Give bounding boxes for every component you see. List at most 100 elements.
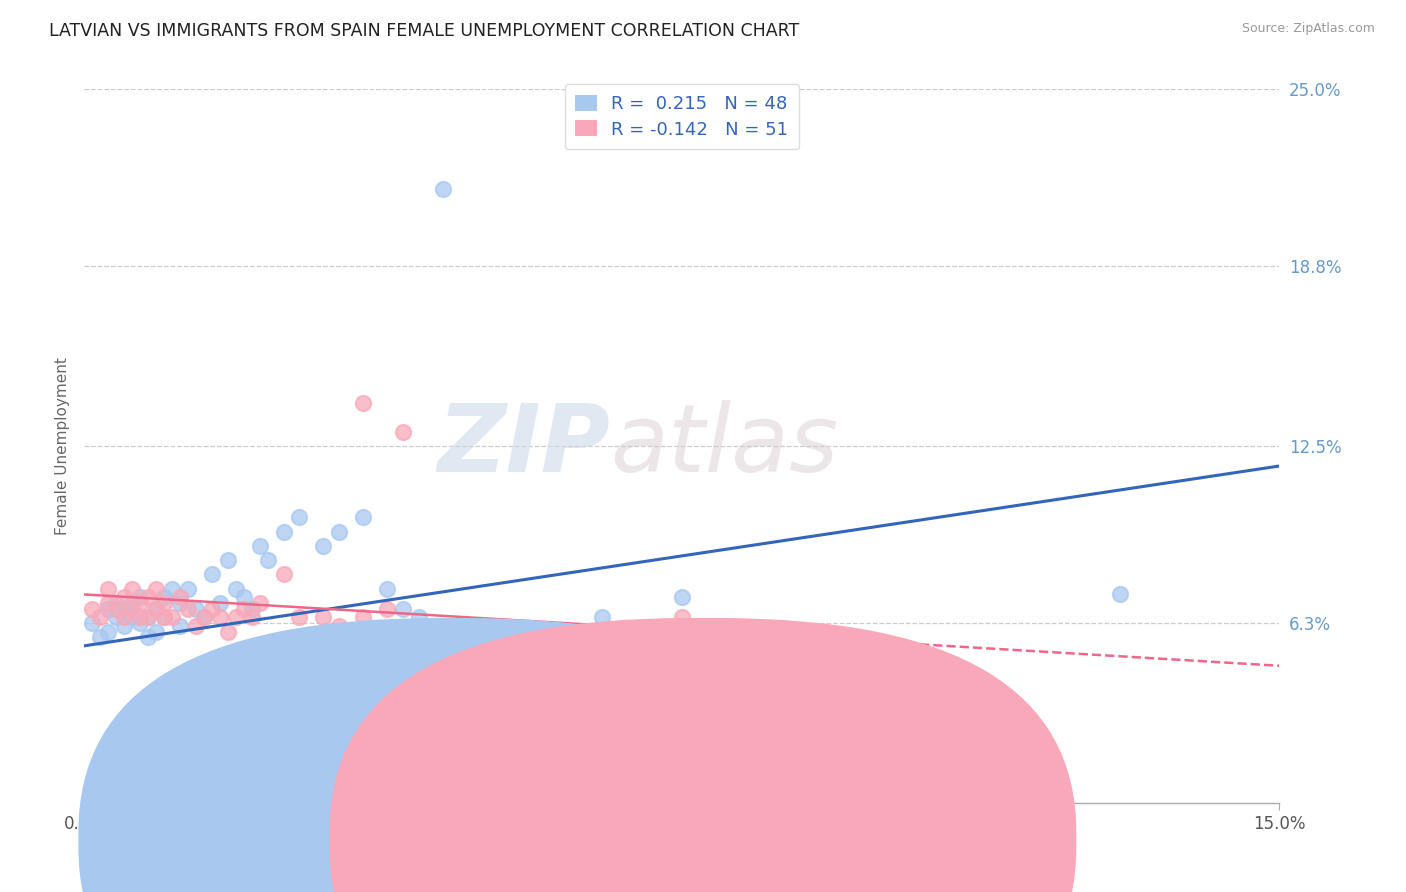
Point	[671, 591, 693, 605]
Point	[710, 639, 733, 653]
Point	[225, 610, 247, 624]
Point	[89, 610, 111, 624]
Text: Immigrants from Spain: Immigrants from Spain	[727, 832, 903, 847]
Point	[160, 610, 183, 624]
Point	[232, 601, 254, 615]
Point	[471, 681, 494, 696]
Point	[112, 591, 135, 605]
Point	[177, 601, 200, 615]
Point	[249, 596, 271, 610]
Point	[153, 596, 176, 610]
Point	[169, 596, 191, 610]
Point	[551, 653, 574, 667]
Text: ZIP: ZIP	[437, 400, 610, 492]
Point	[97, 582, 120, 596]
Point	[129, 591, 152, 605]
Point	[208, 610, 231, 624]
Point	[240, 601, 263, 615]
Point	[82, 601, 104, 615]
Point	[375, 582, 398, 596]
Point	[82, 615, 104, 630]
Point	[471, 624, 494, 639]
Point	[328, 619, 350, 633]
Point	[112, 601, 135, 615]
Point	[160, 582, 183, 596]
Point	[184, 619, 207, 633]
Point	[312, 610, 335, 624]
Point	[392, 601, 415, 615]
Point	[751, 687, 773, 701]
Point	[169, 619, 191, 633]
Point	[201, 567, 224, 582]
Point	[432, 653, 454, 667]
Point	[97, 596, 120, 610]
Point	[97, 624, 120, 639]
Point	[136, 610, 159, 624]
Point	[193, 610, 215, 624]
Point	[121, 596, 143, 610]
Point	[256, 553, 278, 567]
Point	[591, 624, 613, 639]
Point	[512, 639, 534, 653]
Point	[169, 591, 191, 605]
Point	[392, 425, 415, 439]
Point	[249, 539, 271, 553]
Point	[136, 630, 159, 644]
Point	[591, 610, 613, 624]
Point	[129, 610, 152, 624]
Point	[136, 610, 159, 624]
Point	[121, 610, 143, 624]
Point	[870, 667, 893, 681]
Point	[97, 601, 120, 615]
Point	[273, 567, 295, 582]
Point	[456, 639, 478, 653]
Point	[671, 610, 693, 624]
Point	[551, 639, 574, 653]
Point	[217, 553, 239, 567]
Point	[89, 630, 111, 644]
Point	[273, 524, 295, 539]
Point	[105, 601, 128, 615]
Point	[121, 582, 143, 596]
Point	[112, 610, 135, 624]
Point	[631, 630, 654, 644]
Point	[129, 596, 152, 610]
Point	[225, 582, 247, 596]
Point	[352, 396, 374, 410]
Point	[153, 610, 176, 624]
Point	[240, 610, 263, 624]
Point	[288, 610, 311, 624]
Point	[121, 601, 143, 615]
Point	[145, 601, 167, 615]
Text: atlas: atlas	[610, 401, 838, 491]
Legend: R =  0.215   N = 48, R = -0.142   N = 51: R = 0.215 N = 48, R = -0.142 N = 51	[565, 84, 799, 149]
Text: Latvians: Latvians	[477, 832, 540, 847]
Point	[208, 596, 231, 610]
Point	[1109, 587, 1132, 601]
Point	[288, 510, 311, 524]
Point	[232, 591, 254, 605]
Point	[432, 630, 454, 644]
Point	[352, 510, 374, 524]
Point	[352, 610, 374, 624]
Point	[328, 524, 350, 539]
Point	[512, 676, 534, 690]
Point	[145, 624, 167, 639]
Point	[129, 615, 152, 630]
Point	[145, 601, 167, 615]
Point	[201, 601, 224, 615]
Point	[375, 601, 398, 615]
Text: Source: ZipAtlas.com: Source: ZipAtlas.com	[1241, 22, 1375, 36]
Point	[193, 610, 215, 624]
Point	[408, 610, 430, 624]
Point	[392, 630, 415, 644]
Point	[177, 582, 200, 596]
Y-axis label: Female Unemployment: Female Unemployment	[55, 357, 70, 535]
Point	[145, 582, 167, 596]
Point	[790, 653, 813, 667]
Point	[217, 624, 239, 639]
Point	[153, 591, 176, 605]
Point	[105, 610, 128, 624]
Point	[184, 601, 207, 615]
Text: LATVIAN VS IMMIGRANTS FROM SPAIN FEMALE UNEMPLOYMENT CORRELATION CHART: LATVIAN VS IMMIGRANTS FROM SPAIN FEMALE …	[49, 22, 800, 40]
